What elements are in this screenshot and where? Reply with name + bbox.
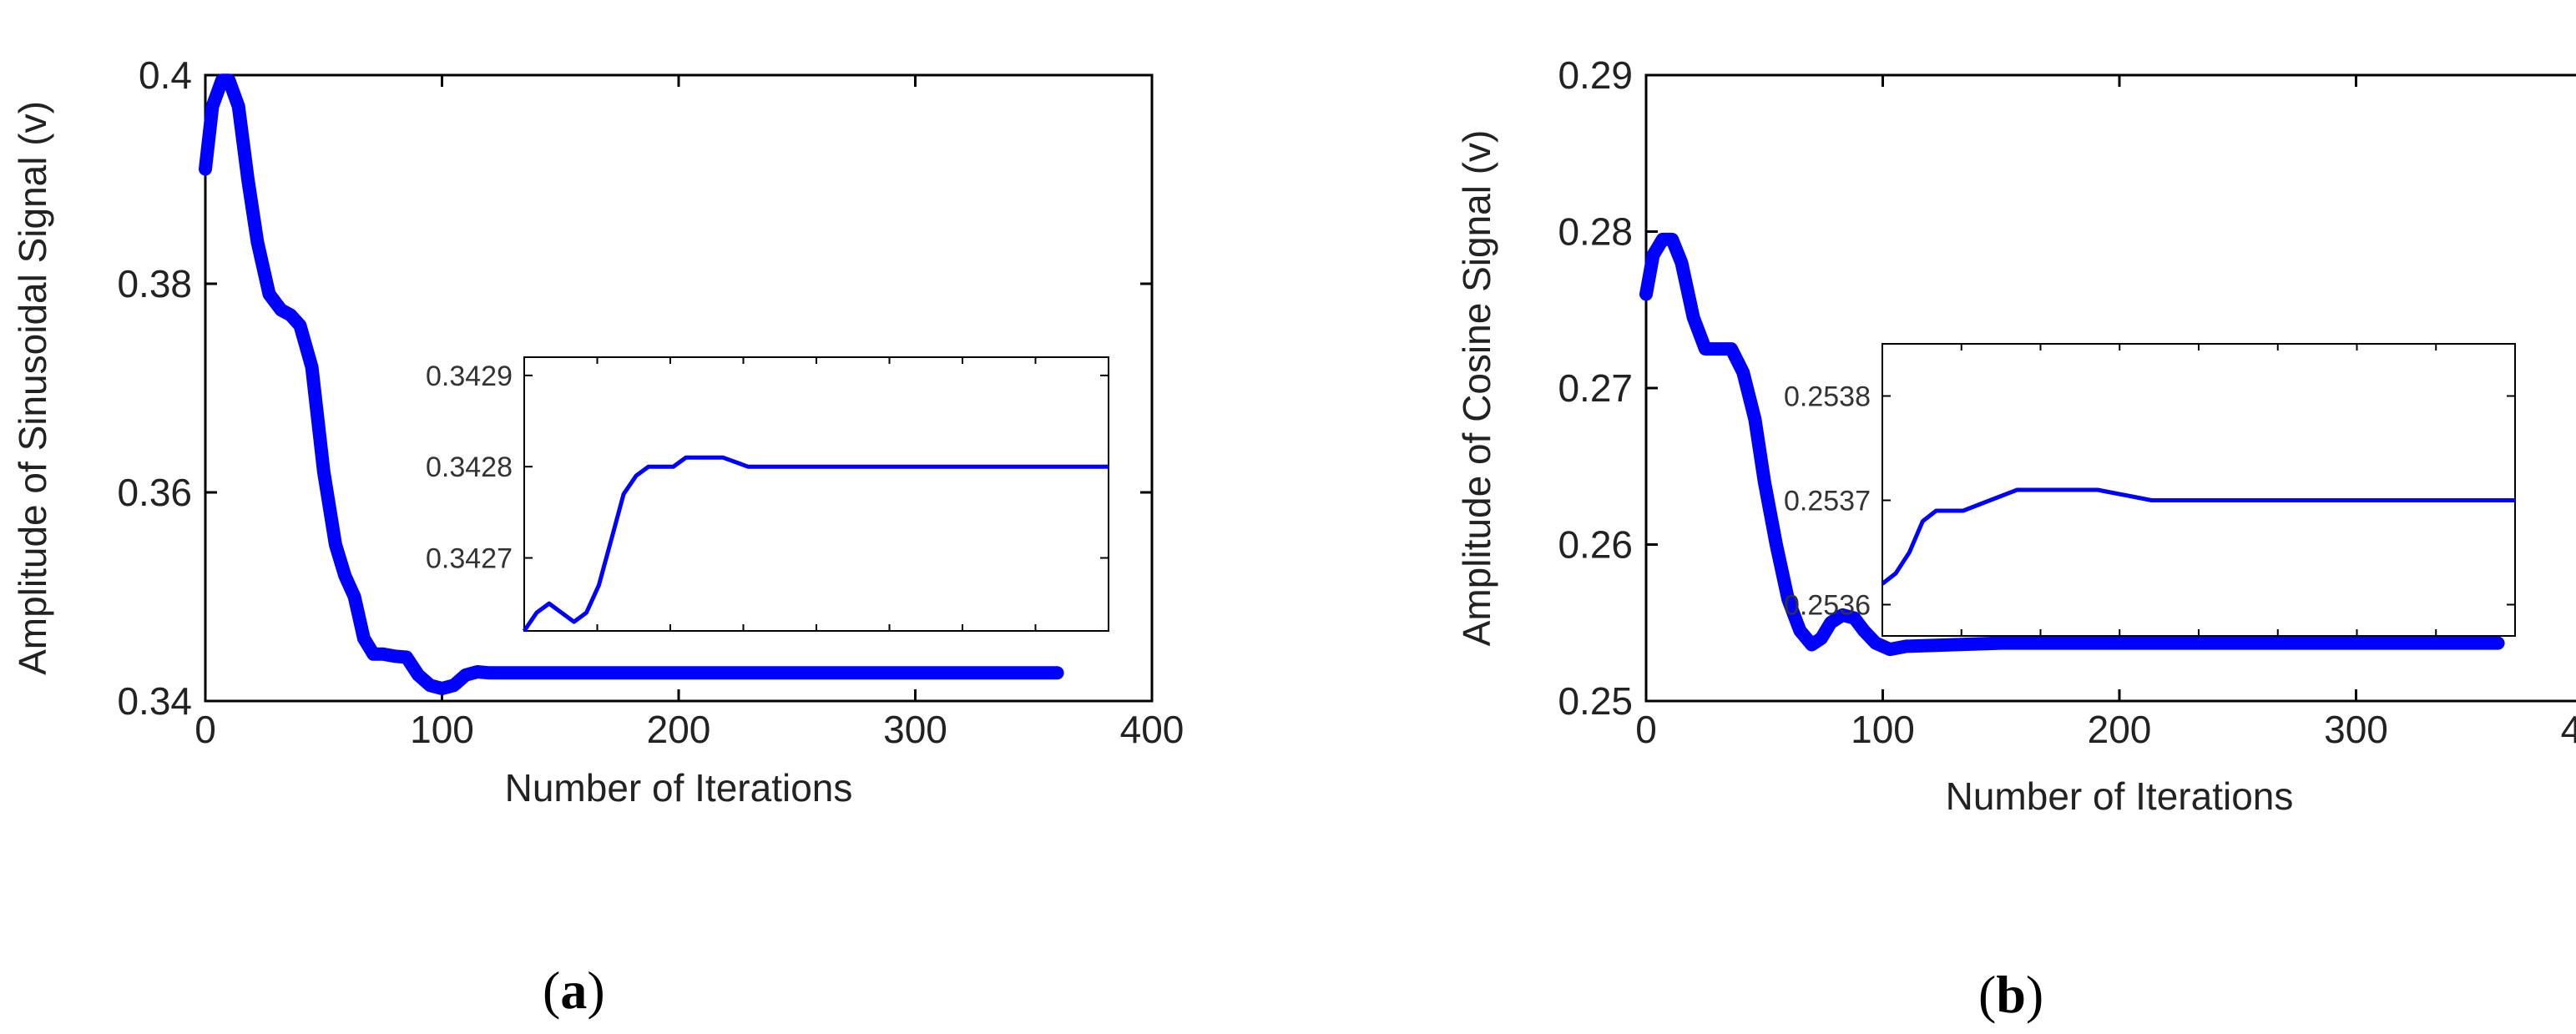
x-tick-label: 100: [1851, 708, 1915, 751]
inset-frame: [1881, 343, 2516, 637]
x-tick-label: 200: [647, 708, 711, 751]
y-tick-label: 0.4: [139, 53, 192, 97]
x-axis-label: Number of Iterations: [505, 766, 853, 810]
inset-y-tick-label: 0.2536: [1784, 590, 1871, 622]
x-tick-label: 400: [2561, 708, 2576, 751]
x-tick-label: 0: [1635, 708, 1657, 751]
inset-frame: [523, 356, 1109, 632]
inset-series-line: [522, 455, 1109, 633]
x-tick-label: 300: [2324, 708, 2388, 751]
y-axis-label: Amplitude of Sinusoidal Signal (v): [11, 101, 54, 675]
y-tick-label: 0.25: [1558, 679, 1633, 723]
x-tick-label: 100: [410, 708, 474, 751]
inset-series-line: [1881, 487, 2515, 586]
chart-panel-b: 0 100 200 300 400 0.25 0.26 0.27 0.28 0.29 Number …: [1455, 53, 2576, 818]
y-tick-label: 0.27: [1558, 366, 1633, 410]
y-tick-label: 0.38: [117, 262, 192, 305]
inset-y-tick-label: 0.3427: [426, 543, 513, 575]
inset-y-tick-label: 0.3429: [426, 361, 513, 392]
x-tick-label: 0: [194, 708, 216, 751]
caption-b: (b): [1978, 965, 2044, 1024]
inset-y-tick-label: 0.2537: [1784, 486, 1871, 517]
y-tick-label: 0.28: [1558, 210, 1633, 254]
x-tick-label: 400: [1120, 708, 1184, 751]
y-tick-label: 0.34: [117, 679, 192, 723]
inset-y-tick-label: 0.2538: [1784, 381, 1871, 413]
series-line-1: [1639, 232, 2505, 657]
caption-a: (a): [543, 961, 605, 1020]
y-tick-label: 0.36: [117, 471, 192, 514]
y-tick-label: 0.26: [1558, 523, 1633, 567]
x-tick-label: 300: [883, 708, 947, 751]
chart-panel-a: 0 100 200 300 400 0.34 0.36 0.38 0.4 Number of It…: [11, 53, 1184, 810]
x-axis-label: Number of Iterations: [1946, 774, 2294, 818]
y-tick-label: 0.29: [1558, 53, 1633, 97]
x-tick-label: 200: [2088, 708, 2152, 751]
y-axis-label: Amplitude of Cosine Signal (v): [1455, 130, 1498, 647]
series-line-1: [199, 73, 1064, 695]
inset-y-tick-label: 0.3428: [426, 451, 513, 483]
